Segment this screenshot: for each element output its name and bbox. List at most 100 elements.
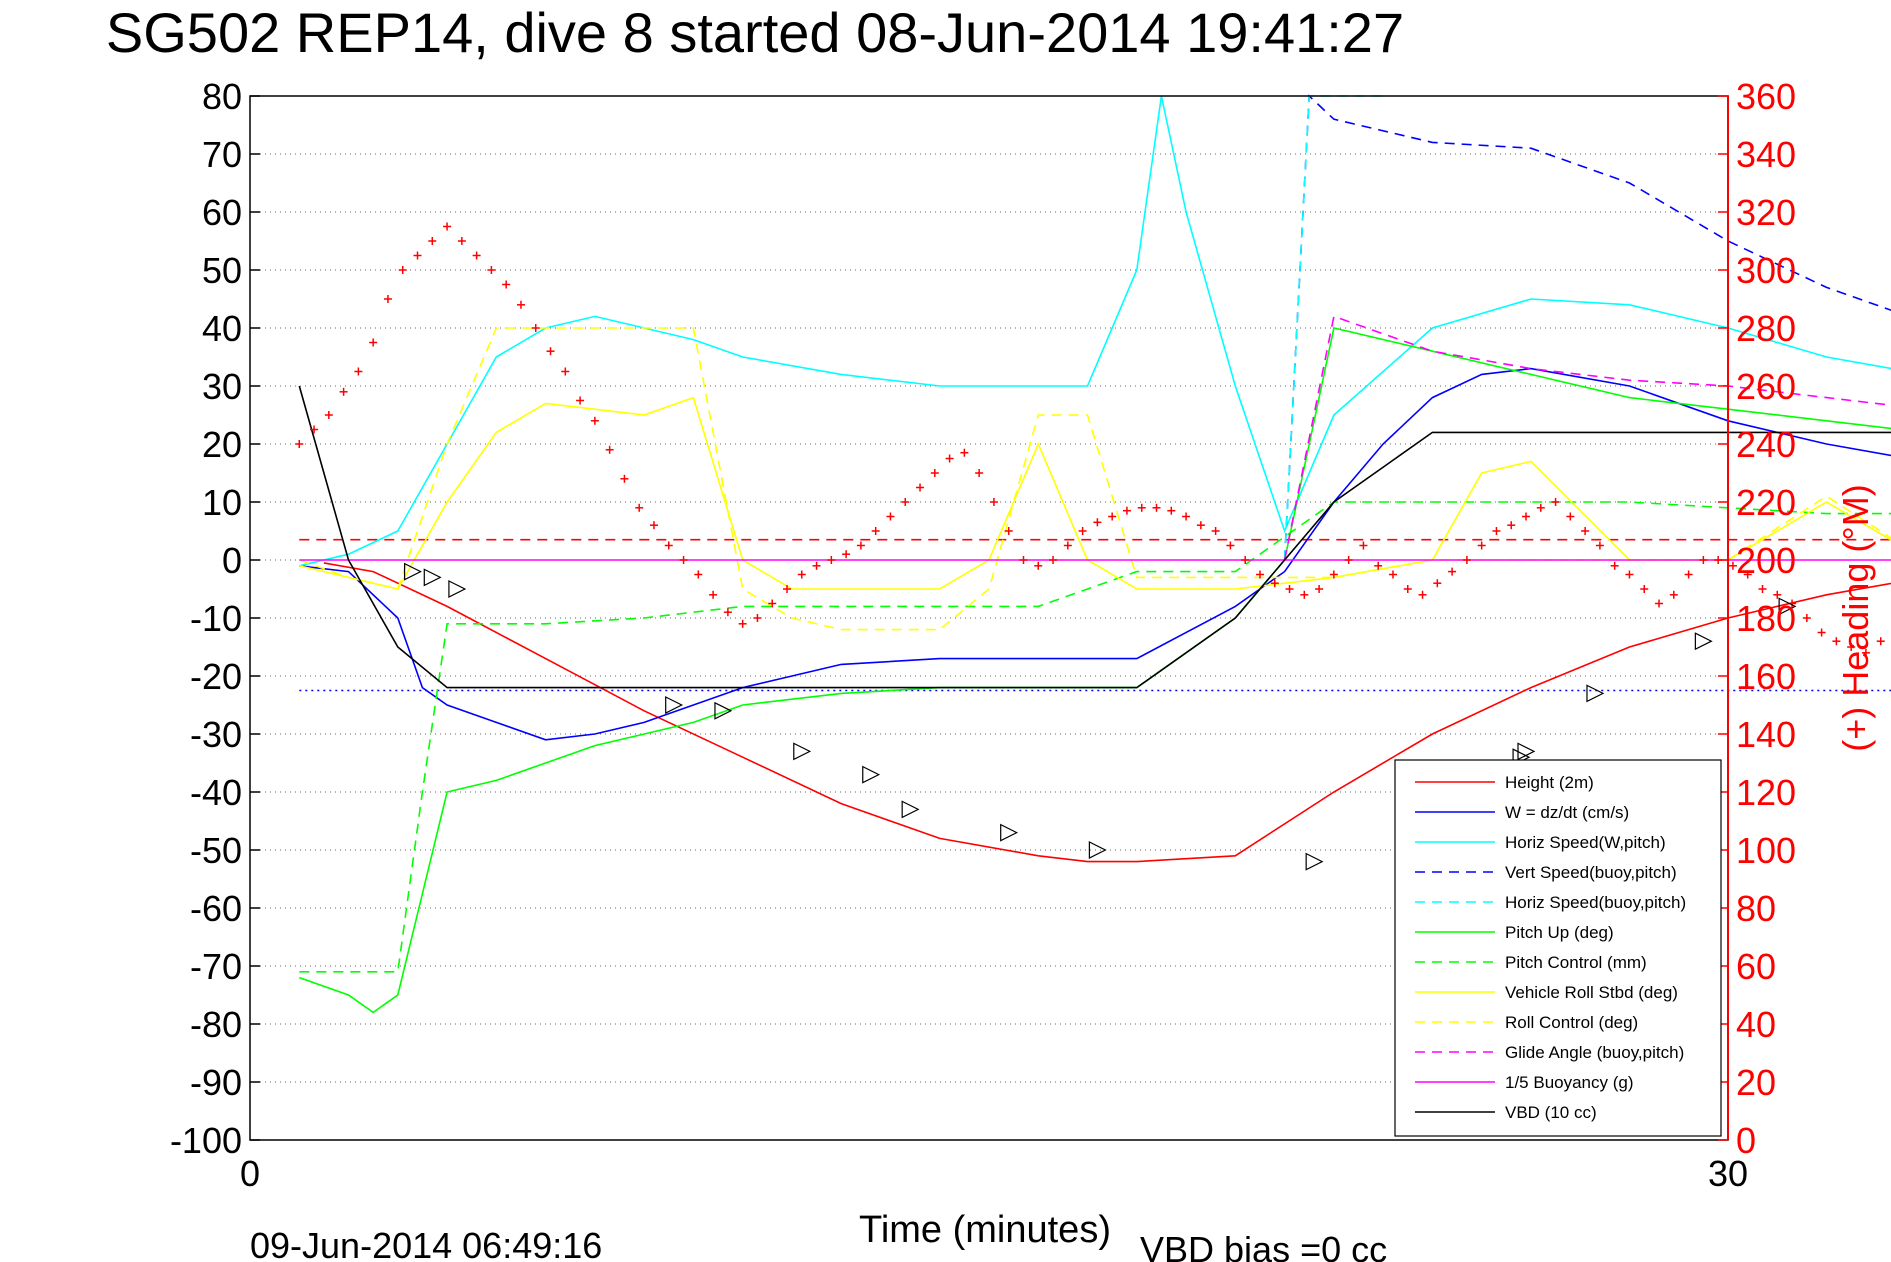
legend-label: Roll Control (deg) (1505, 1013, 1638, 1032)
x-axis-label: Time (minutes) (859, 1209, 1111, 1251)
heading-point (1507, 521, 1516, 530)
heading-point (428, 237, 437, 245)
y2-tick-label: 200 (1736, 540, 1796, 581)
heading-point (723, 608, 732, 617)
heading-point (783, 585, 792, 593)
triangle-marker (1778, 597, 1797, 616)
triangle-marker (714, 701, 733, 720)
series-line-4 (1283, 95, 1384, 561)
heading-point (886, 512, 895, 521)
heading-point (1063, 541, 1072, 550)
series-line-2 (299, 95, 1891, 567)
heading-point (324, 411, 333, 419)
series-line-6 (299, 501, 1891, 973)
triangle-marker (1088, 841, 1107, 859)
triangle-marker (793, 742, 812, 761)
heading-point (738, 619, 747, 628)
series-line-8 (299, 327, 1891, 631)
heading-point (1566, 512, 1575, 521)
y2-tick-label: 0 (1736, 1120, 1756, 1161)
y-tick-label: -20 (190, 656, 242, 697)
heading-point (1182, 512, 1191, 521)
legend-label: VBD (10 cc) (1505, 1103, 1597, 1122)
triangle-marker (423, 568, 442, 587)
heading-point (398, 266, 407, 274)
heading-point (1847, 643, 1856, 651)
heading-point (753, 614, 762, 622)
heading-point (989, 498, 998, 506)
heading-point (709, 590, 718, 599)
y2-tick-label: 40 (1736, 1004, 1776, 1045)
heading-point (1699, 556, 1708, 564)
triangle-marker (665, 696, 684, 714)
series-line-0 (323, 562, 1891, 863)
heading-point (457, 237, 466, 245)
series-line-1 (299, 367, 1891, 741)
heading-point (339, 387, 348, 396)
heading-point (295, 440, 304, 448)
heading-point (502, 280, 511, 289)
heading-point (472, 251, 481, 260)
footer-vbd-bias: VBD bias =0 cc (1140, 1229, 1387, 1262)
legend: Height (2m) W = dz/dt (cm/s) Horiz Speed(W… (1394, 759, 1722, 1137)
y-tick-label: -40 (190, 772, 242, 813)
series-line-9 (1283, 315, 1891, 561)
heading-point (590, 416, 599, 425)
heading-point (1448, 567, 1457, 576)
y2-tick-label: 260 (1736, 366, 1796, 407)
heading-point (383, 295, 392, 303)
legend-label: Vert Speed(buoy,pitch) (1505, 863, 1677, 882)
heading-point (516, 300, 525, 309)
heading-point (1758, 585, 1767, 593)
heading-point (901, 498, 910, 506)
y-tick-label: 10 (202, 482, 242, 523)
heading-point (827, 556, 836, 564)
y-tick-label: -10 (190, 598, 242, 639)
heading-point (1684, 570, 1693, 579)
heading-point (561, 367, 570, 376)
y2-tick-label: 360 (1736, 76, 1796, 117)
heading-point (1152, 503, 1161, 512)
heading-point (546, 347, 555, 356)
heading-point (1344, 556, 1353, 564)
triangle-marker (1694, 632, 1713, 651)
heading-point (1122, 506, 1131, 515)
triangle-marker (1517, 742, 1536, 761)
y2-tick-label: 180 (1736, 598, 1796, 639)
heading-point (1004, 527, 1013, 535)
y-tick-label: -100 (170, 1120, 242, 1161)
heading-point (649, 521, 658, 530)
heading-point (1255, 570, 1264, 579)
heading-point (310, 425, 319, 434)
y-tick-label: 0 (222, 540, 242, 581)
heading-point (1196, 521, 1205, 530)
series-layer (298, 94, 1891, 1014)
heading-point (531, 324, 540, 332)
y-tick-label: 50 (202, 250, 242, 291)
heading-point (679, 556, 688, 564)
heading-points (295, 222, 1885, 657)
legend-label: Vehicle Roll Stbd (deg) (1505, 983, 1678, 1002)
heading-point (1655, 599, 1664, 608)
y2-tick-label: 280 (1736, 308, 1796, 349)
heading-point (1522, 512, 1531, 521)
heading-point (1270, 579, 1279, 588)
heading-point (797, 570, 806, 579)
y-tick-label: 60 (202, 192, 242, 233)
heading-point (1802, 614, 1811, 622)
heading-point (1876, 637, 1885, 646)
legend-label: Horiz Speed(buoy,pitch) (1505, 893, 1686, 912)
depth-markers (403, 562, 1797, 871)
right-axis: 3603403203002802602402202001801601401201… (1718, 76, 1796, 1161)
heading-point (1861, 648, 1870, 657)
heading-point (1728, 561, 1737, 570)
heading-point (620, 474, 629, 483)
heading-point (1211, 527, 1220, 535)
heading-point (487, 266, 496, 274)
heading-point (1300, 590, 1309, 599)
triangle-marker (448, 580, 467, 598)
heading-point (1019, 556, 1028, 564)
heading-point (1640, 585, 1649, 593)
heading-point (842, 550, 851, 559)
